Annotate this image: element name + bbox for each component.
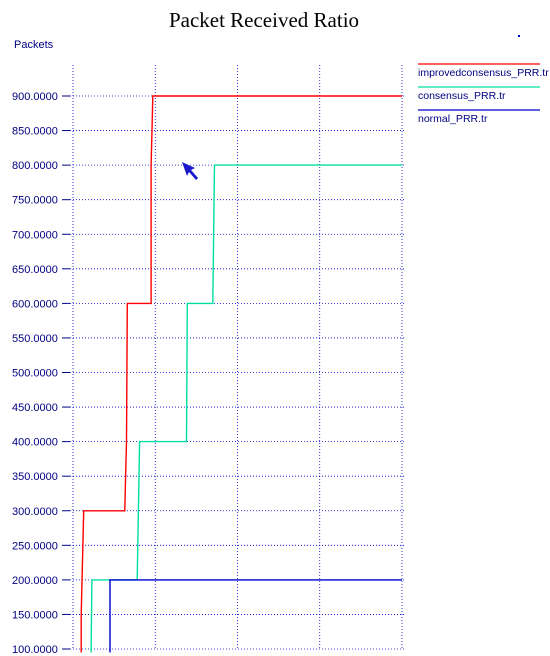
cursor-pointer-icon bbox=[182, 162, 198, 180]
y-tick-label: 500.0000 bbox=[12, 368, 58, 380]
y-tick-label: 650.0000 bbox=[12, 264, 58, 276]
y-tick-label: 200.0000 bbox=[12, 575, 58, 587]
y-tick-label: 700.0000 bbox=[12, 229, 58, 241]
y-tick-label: 900.0000 bbox=[12, 91, 58, 103]
series-line bbox=[80, 95, 402, 653]
y-tick-label: 800.0000 bbox=[12, 160, 58, 172]
y-tick-label: 350.0000 bbox=[12, 471, 58, 483]
y-tick-label: 550.0000 bbox=[12, 333, 58, 345]
y-axis-label: Packets bbox=[14, 39, 54, 51]
grid-layer bbox=[70, 65, 404, 650]
y-tick-label: 400.0000 bbox=[12, 437, 58, 449]
chart-title: Packet Received Ratio bbox=[169, 8, 359, 32]
y-tick-label: 750.0000 bbox=[12, 195, 58, 207]
y-tick-label: 150.0000 bbox=[12, 609, 58, 621]
y-tick-label: 450.0000 bbox=[12, 402, 58, 414]
legend-layer: improvedconsensus_PRR.tr consensus_PRR.tr… bbox=[418, 35, 549, 125]
legend-label: consensus_PRR.tr bbox=[418, 90, 506, 102]
series-line bbox=[109, 579, 402, 653]
corner-marker bbox=[518, 35, 520, 37]
ytick-layer: 100.0000 150.0000 200.0000 250.0000 300.0000… bbox=[12, 91, 70, 656]
y-tick-label: 100.0000 bbox=[12, 644, 58, 656]
y-tick-label: 600.0000 bbox=[12, 298, 58, 310]
y-tick-label: 300.0000 bbox=[12, 506, 58, 518]
legend-label: normal_PRR.tr bbox=[418, 113, 488, 125]
y-tick-label: 850.0000 bbox=[12, 126, 58, 138]
y-tick-label: 250.0000 bbox=[12, 540, 58, 552]
series-line bbox=[90, 164, 402, 653]
series-layer bbox=[80, 95, 402, 653]
legend-label: improvedconsensus_PRR.tr bbox=[418, 67, 549, 79]
